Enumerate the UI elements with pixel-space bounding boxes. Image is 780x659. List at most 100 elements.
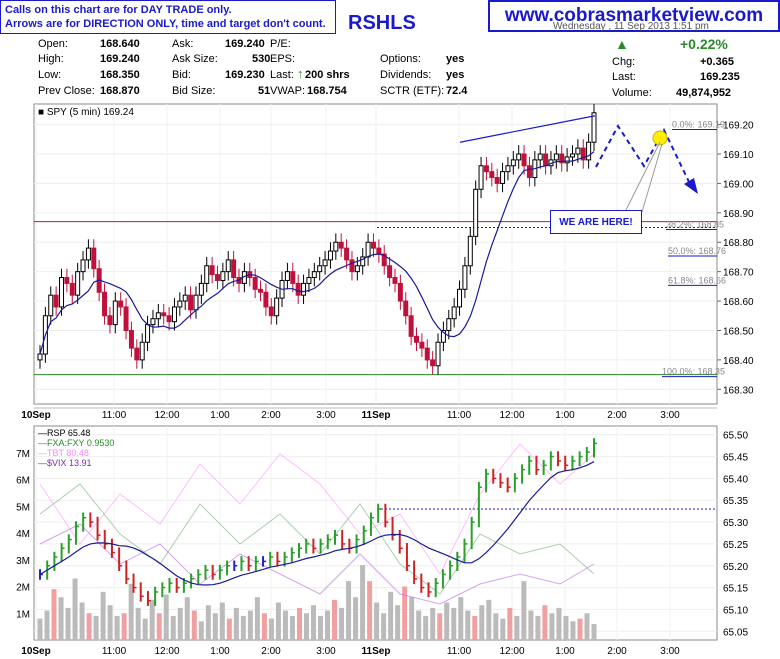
volume-bar [346,581,352,640]
date-time: Wednesday , 11 Sep 2013 1:51 pm [553,21,709,32]
volume-bar [451,607,457,640]
candle-body [451,306,457,320]
candle-body [85,247,91,261]
volume-bar [275,602,281,640]
x-tick-label: 12:00 [154,646,179,657]
x-tick-label: 10Sep [21,410,50,420]
volume-bar [577,618,583,640]
candle-body [505,165,511,173]
candle-body [198,282,204,296]
volume-bar [444,602,450,640]
x-tick-label: 11:00 [102,410,127,420]
volume-bar [37,618,43,640]
symbol-title: RSHLS [348,12,416,34]
volume-bar [521,581,527,640]
x-tick-label: 12:00 [154,410,179,420]
x-tick-label: 2:00 [261,410,281,420]
volume-tick-label: 6M [16,476,30,487]
volume-bar [353,597,359,640]
ask-label: Ask: [172,38,194,50]
volume-label: Volume: [612,87,652,99]
volume-bar [472,615,478,640]
fib-label: 38.2%: 168.85 [666,220,724,230]
candle-body [516,153,522,161]
fxa-fxy-line [39,483,595,595]
volume-bar [233,607,239,640]
volume-bar [65,607,71,640]
fib-label: 0.0%: 169.19 [672,120,725,130]
volume-bar [93,615,99,640]
volume-bar [332,599,338,640]
volume-bar [268,618,274,640]
candle-body [381,253,387,267]
ask-value: 169.240 [225,38,265,50]
y-tick-label: 65.25 [723,540,748,551]
volume-bar [493,613,499,640]
y-tick-label: 168.30 [723,385,754,396]
open-value: 168.640 [100,38,140,50]
y-tick-label: 65.10 [723,605,748,616]
x-tick-label: 3:00 [660,410,680,420]
y-tick-label: 168.80 [723,238,754,249]
rsp-indicator-chart: 65.50 65.45 65.40 65.35 65.30 65.25 65.20 65.15… [16,425,748,657]
moving-average-line [39,461,595,586]
volume-bar [563,615,569,640]
arrow-head-icon [684,178,698,194]
volume-bar [254,597,260,640]
candle-body [134,347,140,361]
candle-body [478,165,484,190]
volume-bar [310,605,316,640]
volume-bar [549,613,555,640]
legend-entry: —TBT 80.48 [38,448,89,458]
candle-body [139,341,145,361]
volume-bar [437,613,443,640]
dividends-value: yes [446,69,465,81]
x-tick-label: 11Sep [362,646,391,657]
y-tick-label: 169.20 [723,121,754,132]
volume-bar [570,621,576,640]
current-position-marker [652,130,668,146]
x-tick-label: 12:00 [499,646,524,657]
candle-body [408,315,414,337]
y-tick-label: 65.40 [723,474,748,485]
candle-body [354,265,360,273]
volume-bar [367,581,373,640]
volume-bar [430,607,436,640]
candle-body [344,247,350,261]
volume-bar [86,613,92,640]
x-tick-label: 3:00 [660,646,680,657]
fib-label: 61.8%: 168.66 [668,275,726,285]
volume-bar [205,605,211,640]
volume-bar [325,610,331,640]
volume-tick-label: 3M [16,556,30,567]
tbt-line [39,443,595,575]
volume-bar [191,610,197,640]
we-are-here-callout: WE ARE HERE! [550,210,642,234]
fib-label: 100.0%: 168.35 [662,367,725,377]
candle-body [59,277,65,308]
volume-bar [128,583,134,640]
high-label: High: [38,53,64,65]
candle-body [161,312,167,317]
asksize-value: 530 [252,53,271,65]
volume-bar [289,615,295,640]
candle-body [204,265,210,284]
volume-bar [261,613,267,640]
candle-body [392,277,398,284]
candle-body [526,165,532,179]
last-label: Last: [270,69,294,81]
volume-bar [282,610,288,640]
candle-body [317,265,323,273]
site-banner[interactable]: www.cobrasmarketview.com [488,0,780,32]
up-triangle-icon: ▲ [615,36,629,52]
volume-bar [135,607,141,640]
x-tick-label: 2:00 [607,410,627,420]
volume-bar [79,602,85,640]
candle-body [231,259,237,279]
volume-bar [507,607,513,640]
candle-body [80,259,86,273]
x-tick-label: 11Sep [362,410,391,420]
volume-bar [121,613,127,640]
candle-body [569,153,575,158]
